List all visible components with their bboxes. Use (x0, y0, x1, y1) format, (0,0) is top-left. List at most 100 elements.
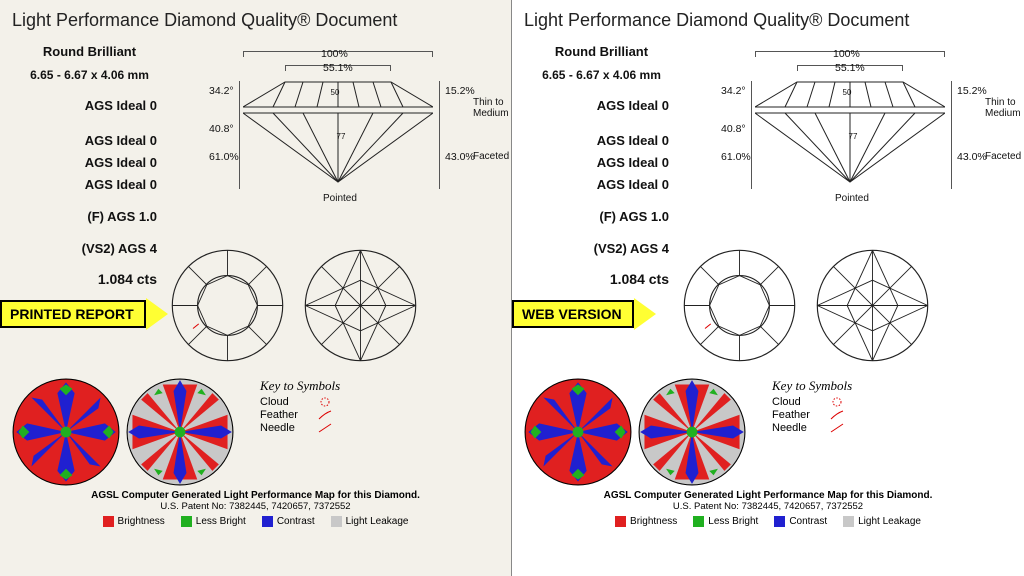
swatch-brightness-r (615, 516, 626, 527)
arrow-label-printed: PRINTED REPORT (0, 300, 146, 328)
crown-pct: 15.2% (445, 85, 475, 97)
culet-r: Faceted (985, 151, 1021, 162)
swatch-leakage-r (843, 516, 854, 527)
key-label-needle: Needle (260, 422, 310, 434)
symbol-key-left: Key to Symbols Cloud Feather Needle (260, 378, 340, 435)
aset-face-up (12, 378, 120, 486)
plot-pavilion (303, 248, 418, 363)
clarity-grade: (VS2) AGS 4 (12, 238, 167, 260)
panel-printed: Light Performance Diamond Quality® Docum… (0, 0, 512, 576)
key-title: Key to Symbols (260, 378, 340, 394)
key-feather-r: Feather (772, 409, 822, 421)
girdle-r: Thin to Medium (985, 97, 1024, 119)
lower-right: Key to Symbols Cloud Feather Needle AGSL… (524, 378, 1012, 527)
leg-lessbright: Less Bright (196, 516, 246, 527)
clarity-plots-left (170, 248, 418, 363)
star-len: 50 (331, 88, 340, 97)
table-pct: 55.1% (323, 62, 353, 74)
swatch-lessbright-r (693, 516, 704, 527)
leg-contrast-r: Contrast (789, 516, 827, 527)
leg-leakage-r: Light Leakage (858, 516, 921, 527)
doc-title-left: Light Performance Diamond Quality® Docum… (12, 10, 499, 31)
aset-caption-r: AGSL Computer Generated Light Performanc… (524, 490, 1012, 501)
pavilion-pct-r: 43.0% (957, 151, 987, 163)
svg-text:50: 50 (843, 88, 852, 97)
aset-tilt (126, 378, 234, 486)
grade-r1: AGS Ideal 0 (524, 130, 679, 152)
swatch-contrast-r (774, 516, 785, 527)
leg-leakage: Light Leakage (346, 516, 409, 527)
aset-legend-right: Brightness Less Bright Contrast Light Le… (524, 516, 1012, 527)
key-needle-r: Needle (772, 422, 822, 434)
color-grade: (F) AGS 1.0 (12, 206, 167, 228)
grade-2: AGS Ideal 0 (12, 152, 167, 174)
aset-tilt-r (638, 378, 746, 486)
carat: 1.084 cts (12, 268, 167, 292)
grade-r3: AGS Ideal 0 (524, 174, 679, 196)
grade-1: AGS Ideal 0 (12, 130, 167, 152)
crown-angle: 34.2° (209, 85, 234, 97)
needle-icon (316, 422, 334, 434)
grade-r0: AGS Ideal 0 (524, 95, 679, 117)
aset-pair-left (12, 378, 234, 486)
swatch-brightness (103, 516, 114, 527)
panel-web: Light Performance Diamond Quality® Docum… (512, 0, 1024, 576)
feather-icon (316, 409, 334, 421)
grade-0: AGS Ideal 0 (12, 95, 167, 117)
plot-crown (170, 248, 285, 363)
pavilion-angle-r: 40.8° (721, 123, 746, 135)
pointed-txt: Pointed (323, 193, 357, 204)
specs-left: Round Brilliant 6.65 - 6.67 x 4.06 mm AG… (12, 37, 167, 292)
lower-left: Key to Symbols Cloud Feather Needle AGSL… (12, 378, 499, 527)
key-label-feather: Feather (260, 409, 310, 421)
specs-right: Round Brilliant 6.65 - 6.67 x 4.06 mm AG… (524, 37, 679, 292)
dimensions: 6.65 - 6.67 x 4.06 mm (12, 65, 167, 85)
key-title-r: Key to Symbols (772, 378, 852, 394)
clarity-plots-right (682, 248, 930, 363)
leg-brightness: Brightness (118, 516, 165, 527)
crown-angle-r: 34.2° (721, 85, 746, 97)
patent-text: U.S. Patent No: 7382445, 7420657, 737255… (12, 501, 499, 512)
arrow-printed: PRINTED REPORT (0, 298, 168, 330)
aset-legend-left: Brightness Less Bright Contrast Light Le… (12, 516, 499, 527)
pavilion-pct: 43.0% (445, 151, 475, 163)
swatch-contrast (262, 516, 273, 527)
diamond-profile-svg: 50 77 (243, 77, 433, 187)
aset-face-up-r (524, 378, 632, 486)
arrow-head-icon-r (634, 298, 656, 330)
aset-pair-right (524, 378, 746, 486)
swatch-leakage (331, 516, 342, 527)
aset-caption: AGSL Computer Generated Light Performanc… (12, 490, 499, 501)
diameter-pct-r: 100% (833, 48, 860, 60)
cloud-icon (316, 396, 334, 408)
grade-3: AGS Ideal 0 (12, 174, 167, 196)
doc-title-right: Light Performance Diamond Quality® Docum… (524, 10, 1012, 31)
svg-text:77: 77 (849, 132, 858, 141)
cloud-icon-r (828, 396, 846, 408)
girdle-txt: Thin to Medium (473, 97, 513, 119)
clarity-grade-r: (VS2) AGS 4 (524, 238, 679, 260)
key-label-cloud: Cloud (260, 396, 310, 408)
swatch-lessbright (181, 516, 192, 527)
diameter-pct: 100% (321, 48, 348, 60)
pointed-r: Pointed (835, 193, 869, 204)
dimensions-r: 6.65 - 6.67 x 4.06 mm (524, 65, 679, 85)
grade-r2: AGS Ideal 0 (524, 152, 679, 174)
color-grade-r: (F) AGS 1.0 (524, 206, 679, 228)
arrow-web: WEB VERSION (512, 298, 656, 330)
plot-crown-r (682, 248, 797, 363)
shape-name: Round Brilliant (12, 41, 167, 63)
patent-r: U.S. Patent No: 7382445, 7420657, 737255… (524, 501, 1012, 512)
pavilion-angle: 40.8° (209, 123, 234, 135)
symbol-key-right: Key to Symbols Cloud Feather Needle (772, 378, 852, 435)
leg-contrast: Contrast (277, 516, 315, 527)
arrow-label-web: WEB VERSION (512, 300, 634, 328)
needle-icon-r (828, 422, 846, 434)
shape-name-r: Round Brilliant (524, 41, 679, 63)
key-cloud-r: Cloud (772, 396, 822, 408)
leg-brightness-r: Brightness (630, 516, 677, 527)
crown-pct-r: 15.2% (957, 85, 987, 97)
depth-pct-r: 61.0% (721, 151, 751, 163)
culet-txt: Faceted (473, 151, 509, 162)
plot-pavilion-r (815, 248, 930, 363)
